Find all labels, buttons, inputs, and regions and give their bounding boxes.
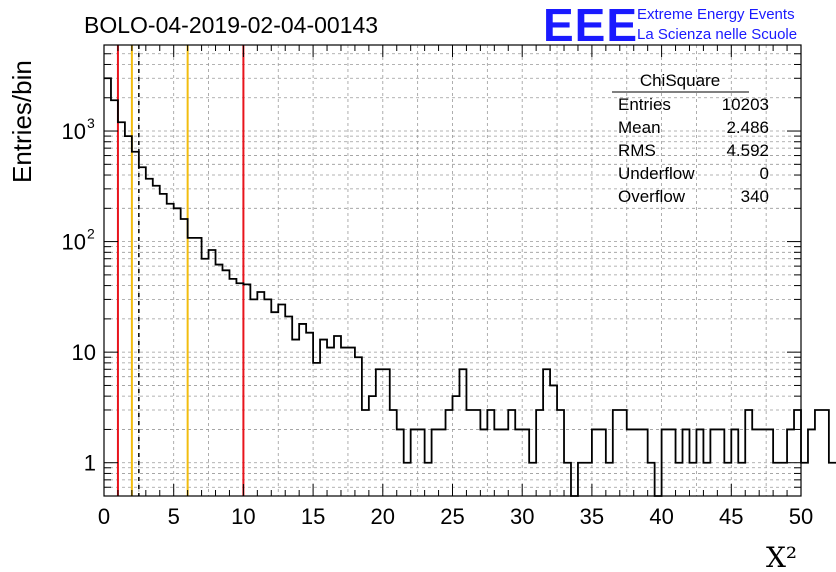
y-tick-label: 10 [62, 119, 86, 144]
stats-label: Overflow [618, 187, 686, 206]
stats-label: RMS [618, 141, 656, 160]
y-tick-label: 10 [72, 340, 96, 365]
x-tick-label: 10 [231, 504, 255, 529]
stats-value: 10203 [722, 95, 769, 114]
x-tick-label: 0 [98, 504, 110, 529]
histogram-step-line [104, 77, 836, 497]
x-tick-label: 50 [789, 504, 813, 529]
stats-label: Mean [618, 118, 661, 137]
x-tick-label: 25 [440, 504, 464, 529]
x-tick-label: 20 [371, 504, 395, 529]
stats-label: Entries [618, 95, 671, 114]
chart-title: BOLO-04-2019-02-04-00143 [84, 12, 378, 38]
stats-value: 2.486 [726, 118, 769, 137]
eee-logo-mark: EEE [543, 0, 638, 51]
x-tick-label: 15 [301, 504, 325, 529]
stats-title: ChiSquare [640, 71, 720, 90]
x-axis-label: X² [766, 541, 797, 572]
y-tick-label: 10 [62, 230, 86, 255]
stats-label: Underflow [618, 164, 695, 183]
grid-layer [104, 45, 801, 496]
logo-line-1: Extreme Energy Events [637, 6, 795, 23]
stats-value: 4.592 [726, 141, 769, 160]
y-tick-label: 1 [84, 451, 96, 476]
eee-logo: EEE Extreme Energy Events La Scienza nel… [543, 0, 797, 51]
y-tick-exponent: 3 [87, 115, 95, 131]
stats-value: 340 [741, 187, 769, 206]
x-tick-label: 45 [719, 504, 743, 529]
x-tick-label: 40 [649, 504, 673, 529]
y-axis-label: Entries/bin [7, 60, 37, 183]
x-tick-label: 35 [580, 504, 604, 529]
y-tick-exponent: 2 [87, 226, 95, 242]
histogram-series [104, 77, 836, 497]
x-tick-label: 30 [510, 504, 534, 529]
stats-value: 0 [760, 164, 769, 183]
x-tick-label: 5 [168, 504, 180, 529]
logo-line-2: La Scienza nelle Scuole [637, 26, 797, 43]
stats-box: ChiSquare Entries 10203 Mean 2.486 RMS 4… [612, 71, 769, 206]
